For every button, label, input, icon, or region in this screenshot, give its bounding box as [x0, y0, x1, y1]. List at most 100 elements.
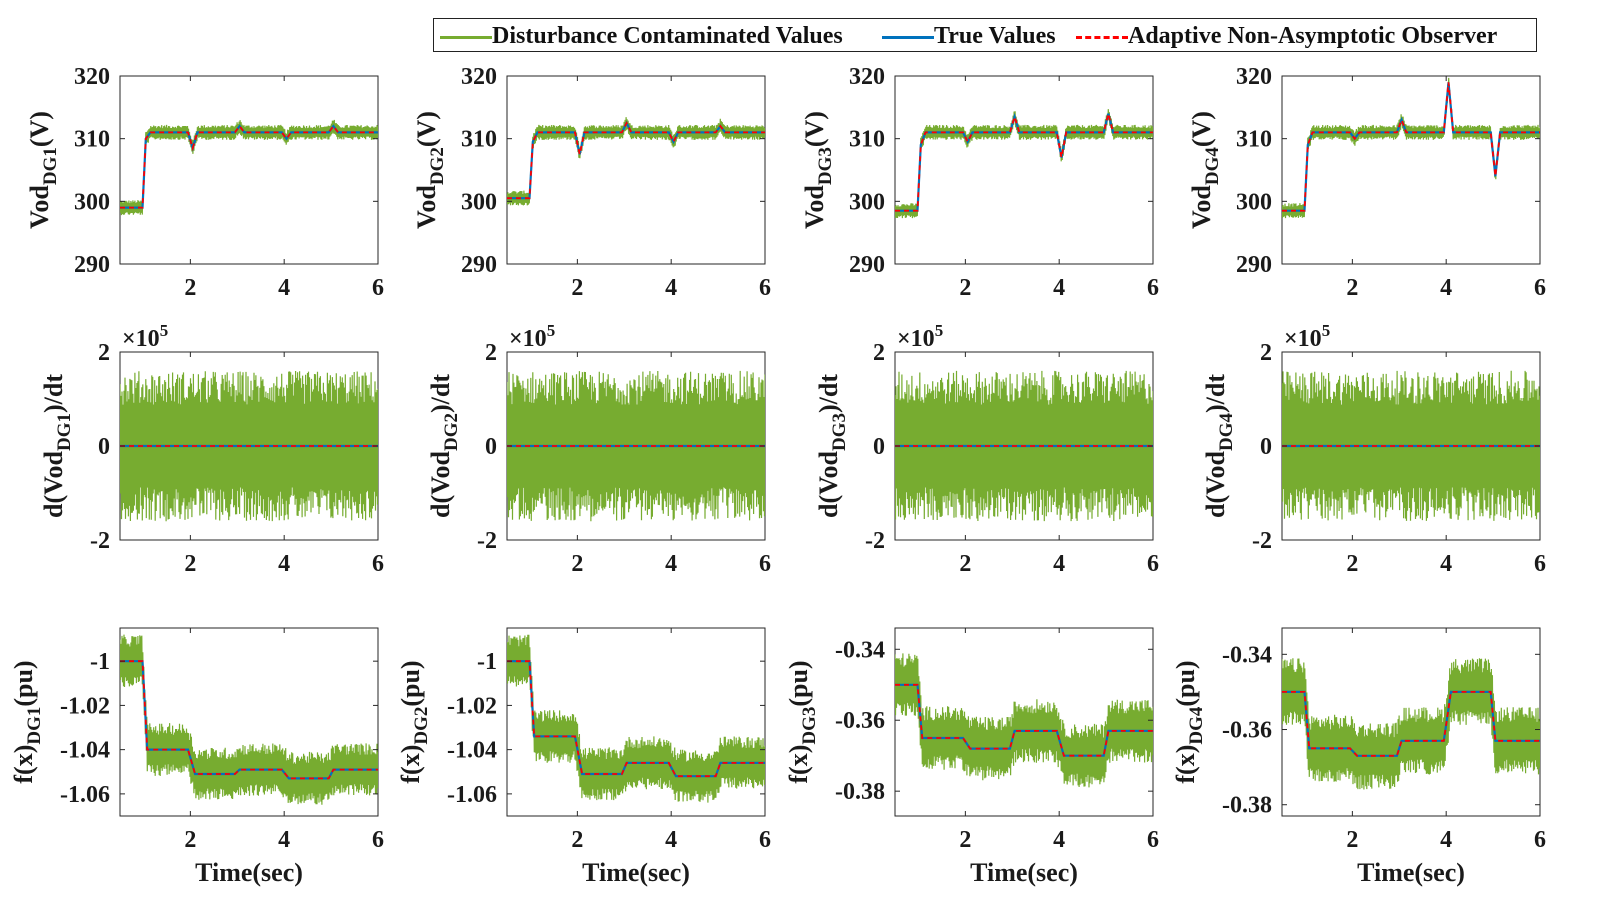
y-tick-label-r3c2-3: -1 — [477, 649, 497, 675]
y-label-r2c4: d(VodDG4)/dt — [1201, 374, 1237, 518]
x-tick-label-r3c1-0: 2 — [184, 827, 196, 853]
x-tick-label-r2c3-0: 2 — [959, 551, 971, 577]
legend-swatch-true — [882, 36, 934, 39]
y-multiplier-r2c1: ×105 — [122, 321, 168, 352]
observer-line-r1c1 — [120, 124, 378, 209]
panel-r2c3: 2 4 6 -2 0 2 ×105 d(VodDG3)/dt — [814, 321, 1159, 577]
y-tick-label-r1c2-2: 310 — [461, 127, 497, 153]
legend-swatch-disturbance — [440, 36, 492, 39]
y-tick-label-r2c4-1: 0 — [1260, 434, 1272, 460]
disturbance-line-r2c4 — [1282, 370, 1540, 521]
x-tick-label-r3c3-1: 4 — [1053, 827, 1065, 853]
y-tick-label-r3c2-1: -1.04 — [447, 738, 497, 764]
x-tick-label-r1c4-0: 2 — [1346, 275, 1358, 301]
y-label-r3c1: f(x)DG1(pu) — [9, 660, 45, 783]
observer-line-r1c3 — [895, 113, 1153, 212]
x-tick-label-r3c3-2: 6 — [1147, 827, 1159, 853]
disturbance-line-r3c3 — [895, 653, 1153, 788]
x-tick-label-r1c3-0: 2 — [959, 275, 971, 301]
y-tick-label-r1c2-1: 300 — [461, 189, 497, 215]
x-tick-label-r2c4-2: 6 — [1534, 551, 1546, 577]
x-tick-label-r2c3-1: 4 — [1053, 551, 1065, 577]
y-tick-label-r1c3-1: 300 — [849, 189, 885, 215]
x-label-r3c4: Time(sec) — [1357, 858, 1465, 887]
x-tick-label-r3c1-1: 4 — [278, 827, 290, 853]
y-label-r3c2: f(x)DG2(pu) — [396, 660, 432, 783]
panel-r1c4: 2 4 6 290 300 310 320 VodDG4(V) — [1187, 64, 1546, 301]
x-tick-label-r1c4-2: 6 — [1534, 275, 1546, 301]
x-tick-label-r2c2-1: 4 — [665, 551, 677, 577]
panel-r1c3: 2 4 6 290 300 310 320 VodDG3(V) — [800, 64, 1159, 301]
y-multiplier-r2c2: ×105 — [509, 321, 555, 352]
panel-r3c1: 2 4 6 -1.06 -1.04 -1.02 -1 f(x)DG1(pu) Time(sec) — [9, 627, 384, 887]
y-tick-label-r1c1-2: 310 — [74, 127, 110, 153]
x-tick-label-r1c3-2: 6 — [1147, 275, 1159, 301]
x-tick-label-r1c1-1: 4 — [278, 275, 290, 301]
y-tick-label-r2c1-1: 0 — [98, 434, 110, 460]
observer-line-r1c2 — [507, 120, 765, 200]
y-tick-label-r1c3-2: 310 — [849, 127, 885, 153]
observer-line-r3c3 — [895, 683, 1153, 757]
axes-box-r1c3 — [894, 75, 1154, 265]
y-tick-label-r2c4-0: -2 — [1252, 528, 1272, 554]
panel-r1c1: 2 4 6 290 300 310 320 VodDG1(V) — [25, 64, 384, 301]
y-label-r1c1: VodDG1(V) — [25, 111, 61, 229]
x-tick-label-r2c4-1: 4 — [1440, 551, 1452, 577]
x-tick-label-r2c1-2: 6 — [372, 551, 384, 577]
disturbance-line-r2c3 — [895, 370, 1153, 522]
disturbance-line-r2c1 — [120, 370, 378, 522]
y-tick-label-r3c1-1: -1.04 — [60, 738, 110, 764]
y-tick-label-r1c1-3: 320 — [74, 64, 110, 90]
panel-r1c2: 2 4 6 290 300 310 320 VodDG2(V) — [412, 64, 771, 301]
y-label-r1c2: VodDG2(V) — [412, 111, 448, 229]
y-tick-label-r3c1-2: -1.02 — [60, 693, 110, 719]
x-tick-label-r1c2-0: 2 — [571, 275, 583, 301]
y-tick-label-r3c2-2: -1.02 — [447, 693, 497, 719]
disturbance-line-r1c1 — [120, 119, 378, 216]
legend-label-disturbance: Disturbance Contaminated Values — [492, 23, 843, 49]
plot-area-r3c4 — [1282, 658, 1540, 790]
y-tick-label-r2c1-0: -2 — [90, 528, 110, 554]
x-tick-label-r2c2-0: 2 — [571, 551, 583, 577]
plot-area-r2c1 — [120, 370, 378, 522]
x-tick-label-r2c4-0: 2 — [1346, 551, 1358, 577]
disturbance-line-r3c1 — [120, 634, 378, 805]
y-tick-label-r3c4-1: -0.36 — [1222, 718, 1272, 744]
x-label-r3c1: Time(sec) — [195, 858, 303, 887]
y-multiplier-r2c3: ×105 — [897, 321, 943, 352]
plot-area-r3c2 — [507, 634, 765, 803]
y-tick-label-r1c4-0: 290 — [1236, 252, 1272, 278]
x-tick-label-r1c3-1: 4 — [1053, 275, 1065, 301]
axes-box-r1c2 — [506, 75, 766, 265]
x-tick-label-r3c4-2: 6 — [1534, 827, 1546, 853]
y-tick-label-r2c3-1: 0 — [873, 434, 885, 460]
legend-label-observer: Adaptive Non-Asymptotic Observer — [1128, 23, 1498, 49]
observer-line-r1c4 — [1282, 82, 1540, 212]
panel-r2c4: 2 4 6 -2 0 2 ×105 d(VodDG4)/dt — [1201, 321, 1546, 577]
y-label-r2c1: d(VodDG1)/dt — [39, 374, 75, 518]
x-label-r3c2: Time(sec) — [582, 858, 690, 887]
y-tick-label-r3c4-0: -0.38 — [1222, 793, 1272, 819]
y-tick-label-r1c1-1: 300 — [74, 189, 110, 215]
plot-area-r1c2 — [507, 117, 765, 206]
y-tick-label-r1c4-3: 320 — [1236, 64, 1272, 90]
panel-r2c2: 2 4 6 -2 0 2 ×105 d(VodDG2)/dt — [426, 321, 771, 577]
y-tick-label-r2c3-2: 2 — [873, 340, 885, 366]
plot-area-r2c3 — [895, 370, 1153, 522]
panel-r3c3: 2 4 6 -0.38 -0.36 -0.34 f(x)DG3(pu) Time(sec) — [784, 627, 1159, 887]
axes-box-r1c4 — [1281, 75, 1541, 265]
panel-r3c2: 2 4 6 -1.06 -1.04 -1.02 -1 f(x)DG2(pu) Time(sec) — [396, 627, 771, 887]
panel-r3c4: 2 4 6 -0.38 -0.36 -0.34 f(x)DG4(pu) Time(sec) — [1171, 627, 1546, 887]
y-tick-label-r3c3-1: -0.36 — [835, 708, 885, 734]
plot-area-r2c4 — [1282, 370, 1540, 521]
y-tick-label-r3c3-2: -0.34 — [835, 637, 885, 663]
y-tick-label-r1c2-3: 320 — [461, 64, 497, 90]
plot-area-r2c2 — [507, 370, 765, 522]
x-tick-label-r2c3-2: 6 — [1147, 551, 1159, 577]
panel-r2c1: 2 4 6 -2 0 2 ×105 d(VodDG1)/dt — [39, 321, 384, 577]
y-tick-label-r1c3-0: 290 — [849, 252, 885, 278]
y-tick-label-r2c2-2: 2 — [485, 340, 497, 366]
disturbance-line-r3c2 — [507, 634, 765, 803]
x-tick-label-r3c3-0: 2 — [959, 827, 971, 853]
